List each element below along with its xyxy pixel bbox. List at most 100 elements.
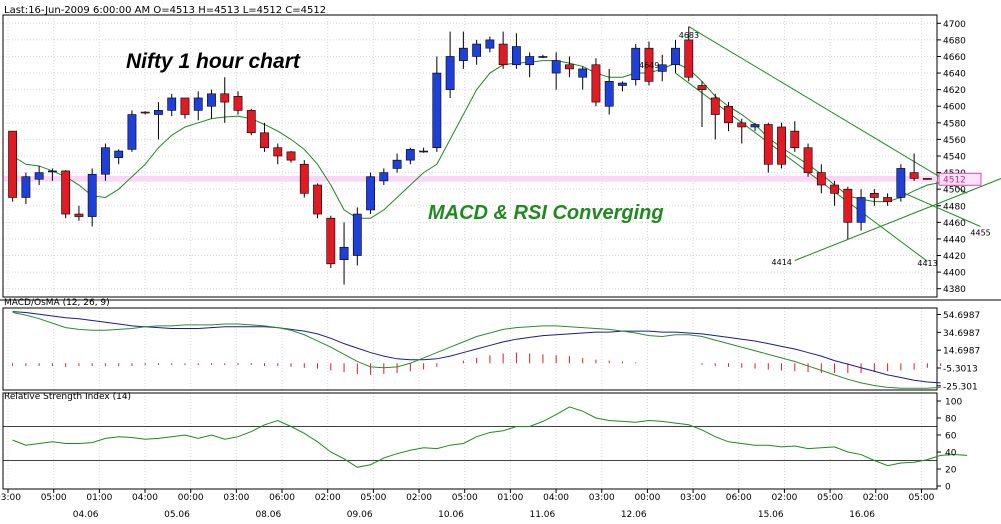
candle-body bbox=[47, 170, 57, 173]
candle bbox=[127, 110, 137, 152]
candle-body bbox=[233, 95, 243, 111]
candle-body bbox=[379, 172, 389, 182]
candle bbox=[591, 58, 601, 107]
candle-body bbox=[565, 64, 574, 70]
candle-body bbox=[167, 97, 177, 111]
x-time-label: 02:00 bbox=[863, 493, 889, 503]
x-time-label: 02:00 bbox=[771, 493, 797, 503]
candle-body bbox=[352, 213, 362, 256]
price-annotation-label: 4683 bbox=[679, 31, 699, 40]
x-time-label: 04:00 bbox=[132, 493, 158, 503]
candle bbox=[220, 77, 230, 123]
macd-tick-label: -25.301 bbox=[943, 382, 978, 392]
x-time-label: 01:00 bbox=[86, 493, 112, 503]
x-date-label: 09.06 bbox=[347, 510, 373, 520]
rsi-tick-label: 100 bbox=[945, 398, 962, 408]
candle bbox=[74, 205, 84, 221]
candle-body bbox=[856, 197, 866, 223]
candle-body bbox=[405, 149, 415, 161]
candle bbox=[644, 41, 654, 86]
candle-body bbox=[180, 97, 190, 115]
x-time-label: 02:00 bbox=[315, 493, 341, 503]
candle bbox=[114, 149, 124, 165]
macd-panel-title: MACD/OsMA (12, 26, 9) bbox=[4, 298, 110, 308]
candle bbox=[485, 36, 495, 53]
candle-body bbox=[631, 47, 641, 80]
x-date-label: 12.06 bbox=[621, 510, 647, 520]
price-tick-label: 4700 bbox=[943, 20, 966, 30]
candle bbox=[180, 97, 190, 119]
rsi-panel bbox=[3, 406, 968, 468]
rsi-tick-label: 40 bbox=[945, 449, 957, 459]
candle-body bbox=[61, 170, 71, 215]
x-date-label: 10.06 bbox=[438, 510, 464, 520]
candle-body bbox=[604, 81, 614, 107]
candle bbox=[830, 180, 839, 206]
candle-body bbox=[830, 184, 839, 194]
chart-annotation: MACD & RSI Converging bbox=[428, 202, 664, 224]
candle-body bbox=[525, 56, 535, 66]
candle bbox=[140, 111, 150, 115]
candle-body bbox=[472, 43, 482, 57]
candle-body bbox=[260, 132, 269, 149]
candle-body bbox=[207, 93, 216, 107]
candle-body bbox=[922, 178, 932, 180]
candle-body bbox=[618, 82, 627, 86]
candle-body bbox=[392, 159, 402, 169]
candle-body bbox=[286, 151, 296, 161]
x-time-label: 00:00 bbox=[634, 493, 660, 503]
x-time-label: 04:00 bbox=[543, 493, 569, 503]
price-tick-label: 4500 bbox=[943, 186, 966, 196]
candle bbox=[352, 207, 362, 266]
x-time-label: 06:00 bbox=[269, 493, 295, 503]
candle-body bbox=[366, 176, 375, 211]
candle bbox=[246, 108, 256, 136]
candle bbox=[856, 189, 866, 231]
candle bbox=[366, 172, 375, 215]
candle-body bbox=[803, 147, 813, 173]
candle bbox=[34, 165, 44, 186]
x-date-label: 16.06 bbox=[849, 510, 875, 520]
candle-body bbox=[127, 114, 137, 150]
candle-body bbox=[339, 246, 349, 260]
candle bbox=[869, 189, 879, 206]
price-tick-label: 4540 bbox=[943, 153, 966, 163]
candle-body bbox=[644, 47, 654, 82]
candle bbox=[432, 56, 442, 152]
x-time-label: 03:00 bbox=[680, 493, 706, 503]
candle bbox=[816, 164, 826, 194]
candle-body bbox=[419, 150, 429, 153]
candle bbox=[565, 56, 574, 78]
candle bbox=[538, 54, 548, 59]
candle bbox=[777, 122, 786, 169]
candle bbox=[101, 143, 110, 181]
candle-body bbox=[777, 126, 786, 165]
candle-body bbox=[114, 150, 124, 158]
candle-body bbox=[671, 47, 680, 66]
trend-line bbox=[688, 26, 968, 194]
x-time-label: 02:00 bbox=[406, 493, 432, 503]
candle bbox=[803, 143, 813, 177]
candle-body bbox=[763, 124, 773, 165]
last-price-label: 4512 bbox=[943, 176, 966, 186]
price-tick-label: 4620 bbox=[943, 86, 966, 96]
candle bbox=[458, 31, 468, 69]
candle bbox=[339, 222, 349, 285]
candle bbox=[419, 147, 429, 153]
candle bbox=[604, 68, 614, 115]
macd-panel bbox=[12, 311, 942, 389]
price-tick-label: 4680 bbox=[943, 36, 966, 46]
candle-body bbox=[724, 105, 733, 124]
candle-body bbox=[154, 110, 163, 115]
price-tick-label: 4560 bbox=[943, 136, 966, 146]
candle bbox=[47, 168, 57, 181]
candle-body bbox=[445, 56, 455, 90]
trend-line bbox=[794, 178, 1001, 261]
x-date-label: 08.06 bbox=[255, 510, 281, 520]
candle bbox=[896, 164, 906, 202]
rsi-line bbox=[12, 406, 968, 468]
candle bbox=[883, 193, 893, 206]
candle-body bbox=[737, 122, 747, 128]
last-price-box bbox=[938, 172, 982, 186]
